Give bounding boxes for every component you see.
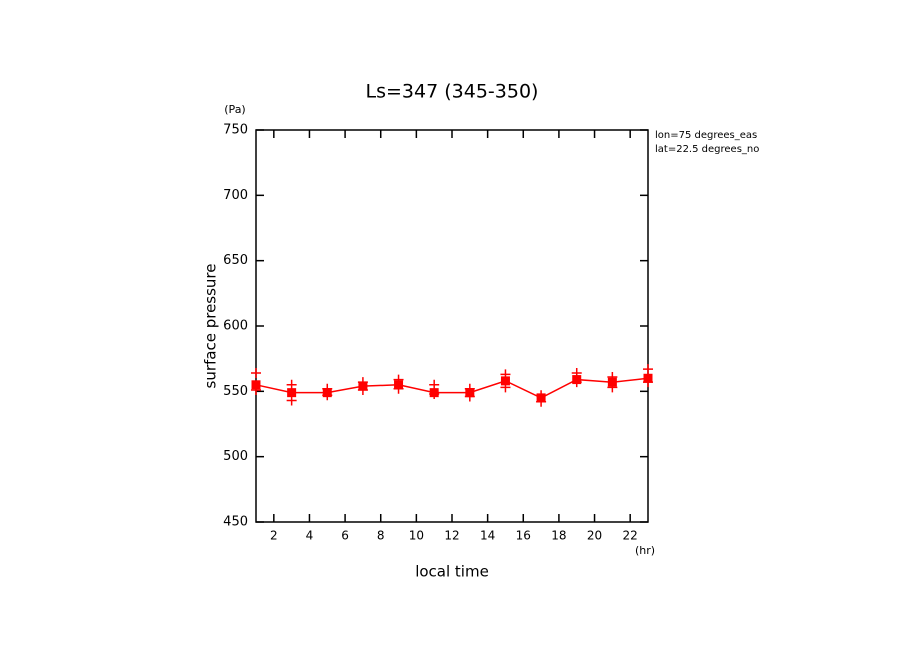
point [287,388,297,398]
y-tick-label: 550 [223,384,248,399]
y-tick-label: 700 [223,188,248,203]
plus-marker [393,383,404,394]
plus-marker [536,396,547,407]
plot-frame [255,129,649,523]
plus-marker [500,382,511,393]
chart-title: Ls=347 (345-350) [366,81,539,103]
x-tick-label: 12 [444,529,459,543]
y-tick-label: 600 [223,319,248,334]
plus-marker [500,369,511,380]
x-tick-label: 18 [551,529,566,543]
annotation: lat=22.5 degrees_no [655,144,759,155]
x-tick-label: 4 [306,529,314,543]
x-tick-label: 6 [341,529,349,543]
series-line [255,377,649,399]
y-axis-label: surface pressure [202,264,220,389]
plus-marker [607,371,618,382]
plus-marker [643,364,653,375]
plus-marker [322,390,333,401]
plus-marker [286,379,297,390]
plus-marker [429,379,440,390]
plus-marker [571,368,582,379]
plus-marker [251,368,261,379]
x-unit: (hr) [635,544,655,557]
plus-marker [429,388,440,399]
plus-marker [286,395,297,406]
y-tick-label: 500 [223,449,248,464]
point [607,377,617,387]
plus-marker [357,385,368,396]
point [500,376,510,386]
y-tick-label: 650 [223,253,248,268]
x-tick-label: 20 [587,529,602,543]
plus-marker [464,391,475,402]
plus-marker [393,374,404,385]
plus-marker [607,382,618,393]
x-tick-label: 16 [516,529,531,543]
plus-marker [643,377,653,388]
y-tick-label: 450 [223,515,248,530]
point [251,380,261,390]
y-unit: (Pa) [224,103,245,116]
x-axis-label: local time [415,563,489,581]
x-tick-label: 8 [377,529,385,543]
y-tick-label: 750 [223,123,248,138]
annotation: lon=75 degrees_eas [655,130,757,141]
plus-marker [251,385,261,396]
plus-marker [571,377,582,388]
x-tick-label: 10 [409,529,424,543]
x-tick-label: 22 [623,529,638,543]
x-tick-label: 2 [270,529,278,543]
x-tick-label: 14 [480,529,495,543]
